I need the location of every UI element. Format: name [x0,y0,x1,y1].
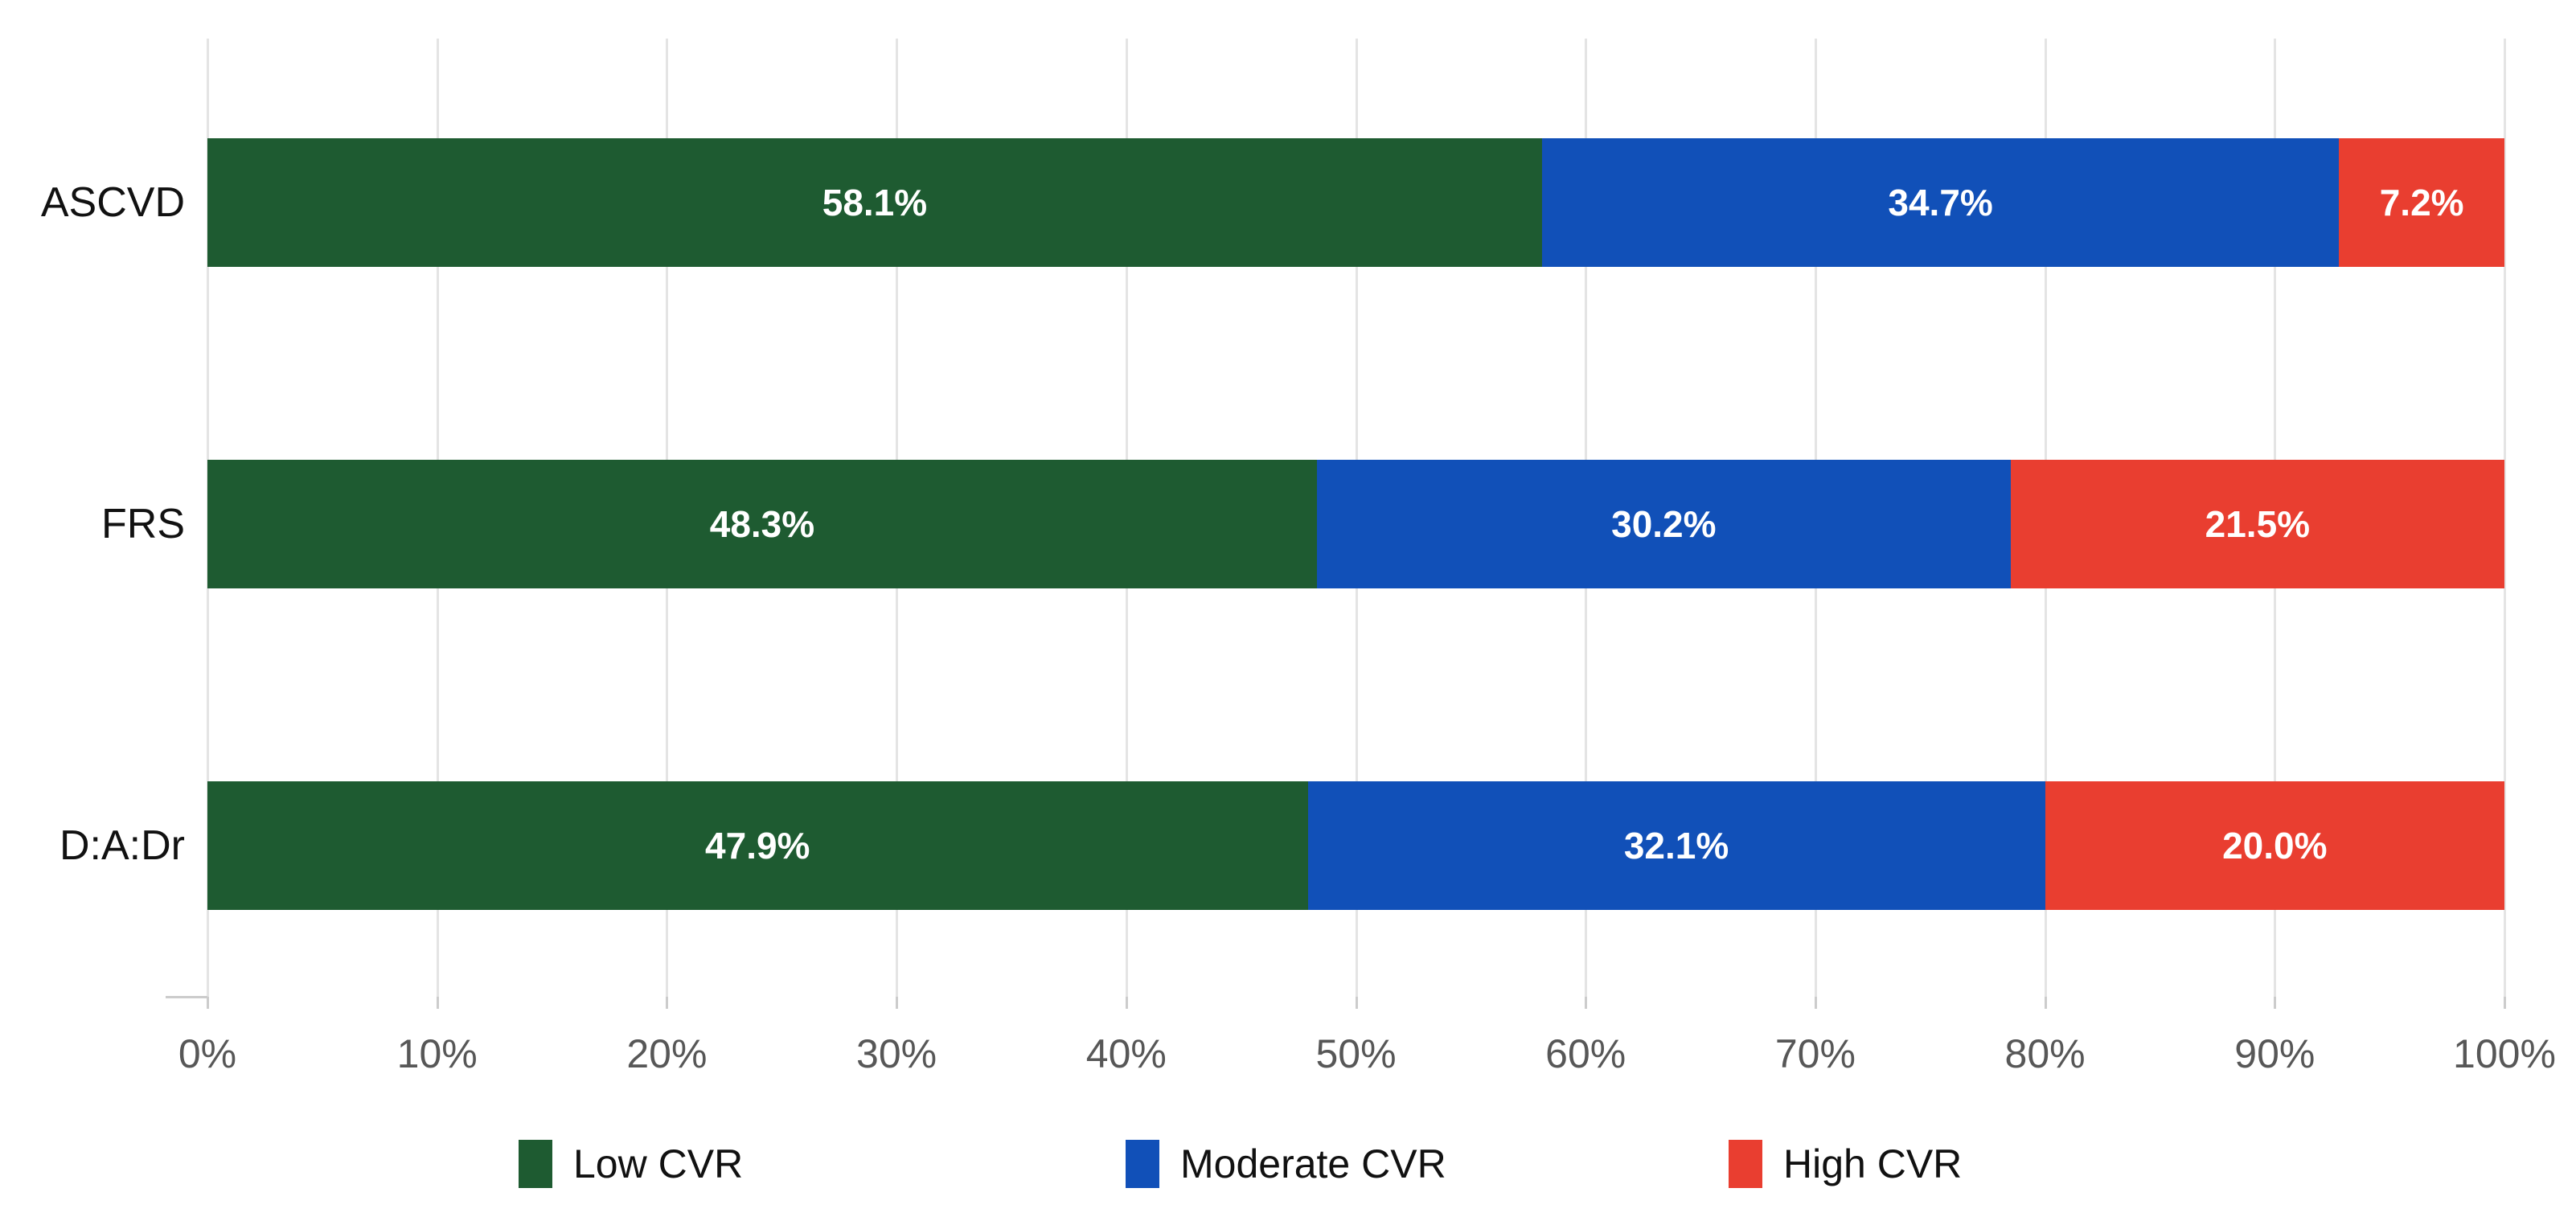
y-axis-category-labels: ASCVD FRS D:A:Dr [0,39,196,997]
x-tick-label: 30% [856,1031,937,1076]
x-axis-tickmark [2274,997,2277,1009]
legend-label: Moderate CVR [1180,1141,1446,1186]
legend-swatch [1729,1139,1762,1188]
category-label: ASCVD [40,179,185,226]
x-axis-tickmark [2044,997,2047,1009]
bar-value-label: 48.3% [709,503,815,545]
bar-segment-high-cvr: 21.5% [2010,460,2504,588]
x-axis-tickmark [896,997,899,1009]
bar-row: 47.9% 32.1% 20.0% [207,781,2504,910]
legend-swatch [519,1139,552,1188]
bar-segment-moderate-cvr: 30.2% [1316,460,2011,588]
bar-row: 58.1% 34.7% 7.2% [207,138,2504,267]
bar-segment-high-cvr: 7.2% [2339,138,2504,267]
legend-item-low-cvr: Low CVR [519,1125,743,1202]
bar-value-label: 7.2% [2379,182,2464,223]
legend-label: High CVR [1783,1141,1963,1186]
x-tick-label: 90% [2234,1031,2316,1076]
x-axis-tickmark [1125,997,1128,1009]
x-axis: 0% 10% 20% 30% 40% 50% 60% 70% 80% 90% 100% [178,1030,2556,1088]
bar-value-label: 21.5% [2205,503,2311,545]
x-axis-tickmark [207,997,209,1009]
y-axis-bottom-tick [166,996,207,998]
legend-item-moderate-cvr: Moderate CVR [1126,1125,1446,1202]
legend-label: Low CVR [573,1141,744,1186]
bar-value-label: 30.2% [1611,503,1717,545]
x-axis-tickmark [1355,997,1358,1009]
x-tick-label: 0% [178,1031,237,1076]
bar-segment-high-cvr: 20.0% [2045,781,2504,910]
x-axis-tickmark [1585,997,1588,1009]
x-axis-tickmark [666,997,669,1009]
x-axis-tickmark [436,997,439,1009]
x-tick-label: 70% [1774,1031,1856,1076]
bar-row: 48.3% 30.2% 21.5% [207,460,2504,588]
bar-value-label: 32.1% [1623,825,1729,867]
legend-item-high-cvr: High CVR [1729,1125,1962,1202]
bar-segment-moderate-cvr: 34.7% [1541,138,2340,267]
x-tick-label: 10% [396,1031,478,1076]
category-label: D:A:Dr [59,822,185,869]
bar-segment-low-cvr: 48.3% [207,460,1317,588]
legend: Low CVR Moderate CVR High CVR [0,1125,2576,1202]
x-tick-label: 50% [1315,1031,1397,1076]
x-tick-label: 60% [1545,1031,1626,1076]
bar-value-label: 58.1% [822,182,928,223]
x-tick-label: 20% [626,1031,708,1076]
bar-segment-low-cvr: 58.1% [207,138,1542,267]
bar-segment-low-cvr: 47.9% [207,781,1308,910]
x-axis-tickmark [1814,997,1817,1009]
x-tick-label: 40% [1085,1031,1167,1076]
plot-area: 58.1% 34.7% 7.2% 48.3% 30.2% 21.5% 47.9% 32.1% 2… [166,39,2506,1009]
x-tick-label: 100% [2453,1031,2556,1076]
x-tick-label: 80% [2004,1031,2086,1076]
bar-value-label: 20.0% [2222,825,2328,867]
gridline [2504,39,2506,997]
bar-segment-moderate-cvr: 32.1% [1307,781,2045,910]
bar-value-label: 47.9% [705,825,810,867]
bar-value-label: 34.7% [1888,182,1993,223]
category-label: FRS [101,501,185,547]
legend-swatch [1126,1139,1159,1188]
x-axis-tickmark [2504,997,2506,1009]
